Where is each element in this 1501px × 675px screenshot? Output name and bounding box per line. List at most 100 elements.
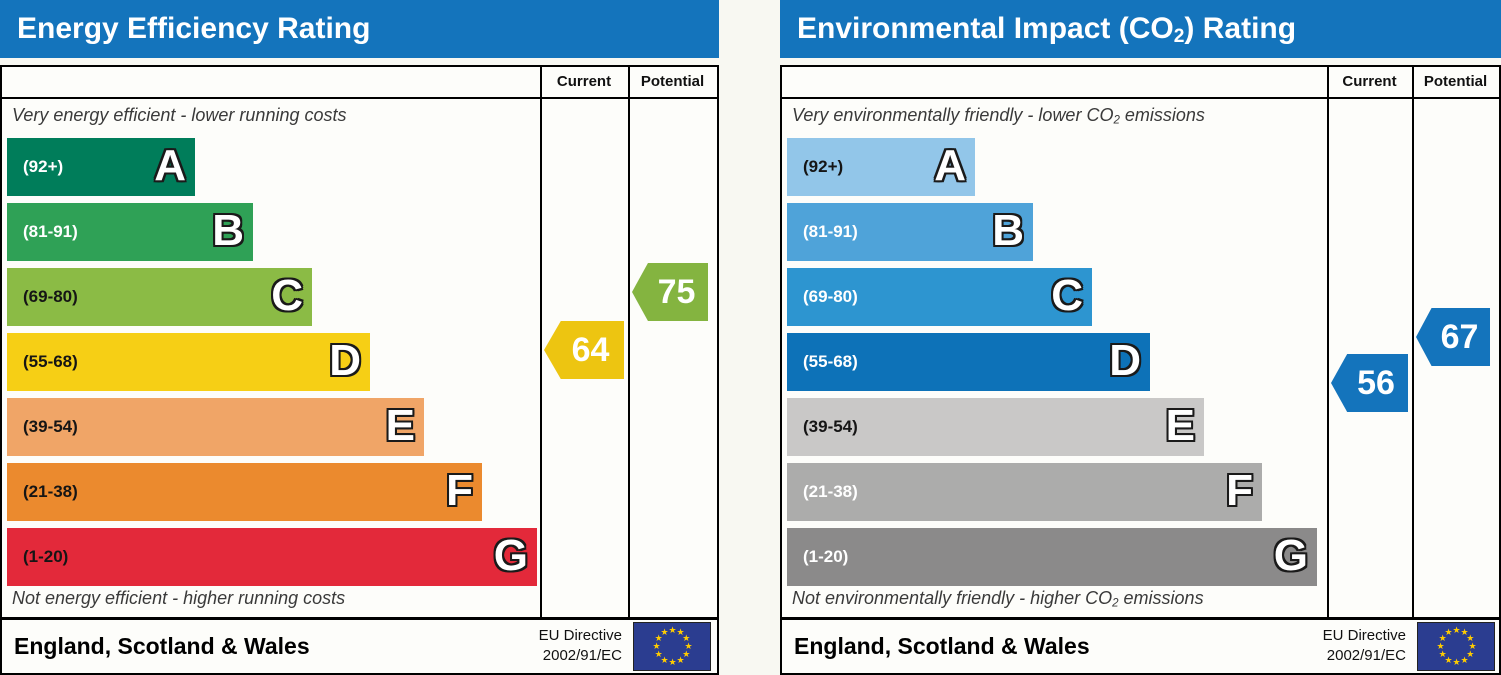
band-bar-e: (39-54) E xyxy=(787,398,1204,456)
caption-text: Very energy efficient - lower running co… xyxy=(12,105,347,125)
band-range-label: (81-91) xyxy=(23,222,78,241)
eu-flag-star: ★ xyxy=(668,657,677,667)
caption-top: Very environmentally friendly - lower CO… xyxy=(792,105,1205,127)
eu-flag-star: ★ xyxy=(684,641,693,651)
eu-flag-star: ★ xyxy=(1452,625,1461,635)
title-text: Energy Efficiency Rating xyxy=(17,12,371,45)
caption-top: Very energy efficient - lower running co… xyxy=(12,105,347,127)
band-letter: C xyxy=(1051,271,1083,320)
band-letter: D xyxy=(1109,336,1141,385)
band-letter: D xyxy=(329,336,361,385)
band-range-label: (1-20) xyxy=(23,547,69,566)
band-bar-d: (55-68) D xyxy=(787,333,1150,391)
band-letter: C xyxy=(271,271,303,320)
rating-bands: (92+) A (81-91) B (69-80) C (55-68) D (3… xyxy=(787,138,1317,593)
band-range-label: (55-68) xyxy=(803,352,858,371)
band-bar-g: (1-20) G xyxy=(787,528,1317,586)
band-letter: F xyxy=(1226,466,1253,515)
eu-flag-star: ★ xyxy=(1438,633,1447,643)
chart-footer: England, Scotland & Wales EU Directive 2… xyxy=(782,620,1499,673)
energy-chart-table: Current Potential Very energy efficient … xyxy=(0,65,719,675)
current-score-arrow: 56 xyxy=(1331,354,1408,412)
environmental-impact-chart: Environmental Impact (CO2) Rating Curren… xyxy=(780,0,1501,675)
column-header-current: Current xyxy=(1342,73,1397,90)
footer-region-label: England, Scotland & Wales xyxy=(14,633,310,659)
eu-flag: ★ ★ ★ ★ ★ ★ ★ ★ ★ ★ ★ ★ xyxy=(1417,622,1495,671)
column-divider xyxy=(628,67,630,617)
band-range-label: (92+) xyxy=(803,157,844,176)
title-text-post: ) Rating xyxy=(1184,12,1297,45)
band-letter: B xyxy=(992,206,1024,255)
band-bar-a: (92+) A xyxy=(787,138,975,196)
band-range-label: (92+) xyxy=(23,157,64,176)
band-letter: E xyxy=(385,401,415,450)
eu-directive-line2: 2002/91/EC xyxy=(1326,647,1406,664)
band-bar-g: (1-20) G xyxy=(7,528,537,586)
eu-flag-star: ★ xyxy=(652,641,661,651)
eu-flag-star: ★ xyxy=(1444,627,1453,638)
band-range-label: (69-80) xyxy=(23,287,78,306)
caption-text: Not energy efficient - higher running co… xyxy=(12,588,346,608)
eu-flag-star: ★ xyxy=(1452,657,1461,667)
band-range-label: (1-20) xyxy=(803,547,849,566)
footer-divider xyxy=(782,617,1499,620)
energy-chart-title: Energy Efficiency Rating xyxy=(0,0,719,58)
band-range-label: (55-68) xyxy=(23,352,78,371)
band-letter: G xyxy=(1273,531,1308,580)
eu-flag-star: ★ xyxy=(676,654,685,665)
caption-text-post: emissions xyxy=(1118,588,1204,608)
column-divider xyxy=(1327,67,1329,617)
potential-score-value: 67 xyxy=(1440,318,1479,356)
title-subscript: 2 xyxy=(1173,26,1185,48)
co2-chart-title: Environmental Impact (CO2) Rating xyxy=(780,0,1501,58)
potential-score-arrow: 67 xyxy=(1416,308,1490,366)
eu-flag: ★ ★ ★ ★ ★ ★ ★ ★ ★ ★ ★ ★ xyxy=(633,622,711,671)
co2-chart-table: Current Potential Very environmentally f… xyxy=(780,65,1501,675)
title-text: Environmental Impact (CO xyxy=(797,12,1174,45)
eu-flag-star: ★ xyxy=(682,649,691,659)
eu-flag-star: ★ xyxy=(682,633,691,643)
band-bar-a: (92+) A xyxy=(7,138,195,196)
current-score-value: 64 xyxy=(571,331,610,369)
rating-bands: (92+) A (81-91) B (69-80) C (55-68) D (3… xyxy=(7,138,537,593)
column-header-row: Current Potential xyxy=(2,67,717,99)
eu-directive-line1: EU Directive xyxy=(1322,627,1406,644)
band-bar-c: (69-80) C xyxy=(7,268,312,326)
eu-directive-label: EU Directive 2002/91/EC xyxy=(539,626,622,666)
eu-flag-star: ★ xyxy=(1436,641,1445,651)
band-range-label: (21-38) xyxy=(803,482,858,501)
caption-bottom: Not energy efficient - higher running co… xyxy=(12,588,345,610)
eu-directive-line1: EU Directive xyxy=(538,627,622,644)
eu-flag-star: ★ xyxy=(1444,654,1453,665)
eu-directive-label: EU Directive 2002/91/EC xyxy=(1323,626,1406,666)
band-letter: E xyxy=(1165,401,1195,450)
eu-flag-star: ★ xyxy=(1466,649,1475,659)
band-bar-f: (21-38) F xyxy=(787,463,1262,521)
eu-flag-star: ★ xyxy=(654,633,663,643)
band-range-label: (81-91) xyxy=(803,222,858,241)
potential-score-value: 75 xyxy=(657,273,696,311)
column-divider xyxy=(540,67,542,617)
energy-efficiency-chart: Energy Efficiency Rating Current Potenti… xyxy=(0,0,719,675)
band-range-label: (39-54) xyxy=(803,417,858,436)
band-bar-d: (55-68) D xyxy=(7,333,370,391)
footer-divider xyxy=(2,617,717,620)
caption-text: Not environmentally friendly - higher CO xyxy=(792,588,1113,608)
eu-directive-line2: 2002/91/EC xyxy=(542,647,622,664)
caption-subscript: 2 xyxy=(1113,114,1120,127)
caption-subscript: 2 xyxy=(1112,597,1119,610)
eu-flag-star: ★ xyxy=(676,627,685,638)
eu-flag-star: ★ xyxy=(1466,633,1475,643)
band-bar-e: (39-54) E xyxy=(7,398,424,456)
eu-flag-star: ★ xyxy=(1460,627,1469,638)
caption-text-post: emissions xyxy=(1119,105,1205,125)
band-bar-c: (69-80) C xyxy=(787,268,1092,326)
band-letter: B xyxy=(212,206,244,255)
band-bar-f: (21-38) F xyxy=(7,463,482,521)
band-letter: G xyxy=(493,531,528,580)
caption-text: Very environmentally friendly - lower CO xyxy=(792,105,1114,125)
eu-flag-star: ★ xyxy=(660,654,669,665)
eu-flag-star: ★ xyxy=(660,627,669,638)
eu-flag-star: ★ xyxy=(1438,649,1447,659)
column-divider xyxy=(1412,67,1414,617)
